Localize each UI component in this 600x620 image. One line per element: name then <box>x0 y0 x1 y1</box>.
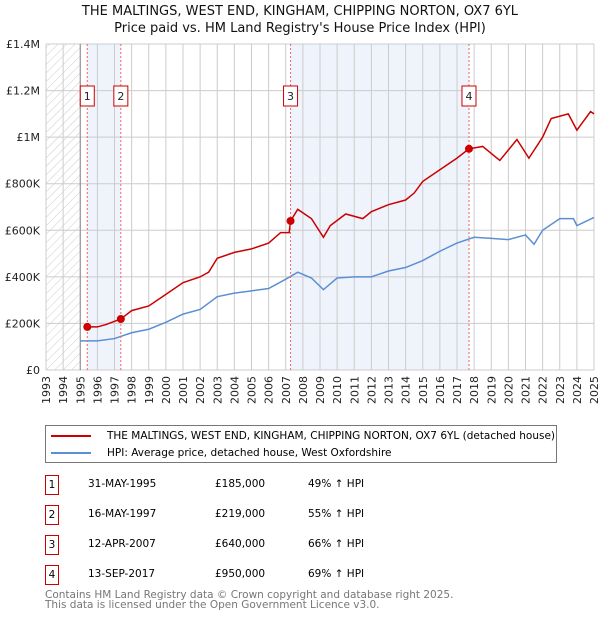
x-tick-label: 2020 <box>502 376 515 404</box>
x-tick-label: 2005 <box>246 376 259 404</box>
y-tick-label: £1M <box>17 131 41 144</box>
x-tick-label: 2000 <box>160 376 173 404</box>
x-tick-label: 2009 <box>314 376 327 404</box>
legend-label: THE MALTINGS, WEST END, KINGHAM, CHIPPIN… <box>107 430 556 442</box>
title-line: THE MALTINGS, WEST END, KINGHAM, CHIPPIN… <box>81 4 519 19</box>
sale-label: 2 <box>117 90 124 103</box>
sale-date: 12-APR-2007 <box>88 538 156 550</box>
sale-point <box>116 315 125 324</box>
legend: THE MALTINGS, WEST END, KINGHAM, CHIPPIN… <box>45 425 557 463</box>
legend-swatch <box>51 435 91 437</box>
x-tick-label: 2004 <box>228 376 241 404</box>
sale-point <box>83 322 92 331</box>
legend-item-hpi: HPI: Average price, detached house, West… <box>46 445 392 461</box>
sale-label: 1 <box>84 90 91 103</box>
x-tick-label: 2014 <box>400 376 413 404</box>
sale-date: 31-MAY-1995 <box>88 478 157 490</box>
footer-line: This data is licensed under the Open Gov… <box>45 599 380 611</box>
footer-line: Contains HM Land Registry data © Crown c… <box>45 589 454 601</box>
x-tick-label: 2011 <box>348 376 361 404</box>
sale-label: 3 <box>287 90 294 103</box>
x-tick-label: 2006 <box>263 376 276 404</box>
x-tick-label: 1996 <box>91 376 104 404</box>
subtitle-line: Price paid vs. HM Land Registry's House … <box>114 21 486 36</box>
x-tick-label: 1998 <box>126 376 139 404</box>
y-tick-label: £400K <box>5 271 41 284</box>
x-tick-label: 2012 <box>365 376 378 404</box>
x-tick-label: 2007 <box>280 376 293 404</box>
sale-price: £219,000 <box>215 508 266 520</box>
x-tick-label: 2002 <box>194 376 207 404</box>
sale-number: 4 <box>45 565 59 585</box>
sale-hpi-diff: 66% ↑ HPI <box>308 538 365 550</box>
sale-hpi-diff: 55% ↑ HPI <box>308 508 365 520</box>
sale-hpi-diff: 49% ↑ HPI <box>308 478 365 490</box>
legend-item-property: THE MALTINGS, WEST END, KINGHAM, CHIPPIN… <box>46 428 555 444</box>
x-tick-label: 2021 <box>520 376 533 404</box>
sale-price: £950,000 <box>215 568 266 580</box>
chart-title: THE MALTINGS, WEST END, KINGHAM, CHIPPIN… <box>0 3 600 37</box>
sale-number: 1 <box>45 475 59 495</box>
x-tick-label: 2023 <box>554 376 567 404</box>
y-tick-label: £1.4M <box>6 38 40 51</box>
sale-hpi-diff: 69% ↑ HPI <box>308 568 365 580</box>
sale-price: £640,000 <box>215 538 266 550</box>
x-tick-label: 2018 <box>468 376 481 404</box>
x-tick-label: 1995 <box>74 376 87 404</box>
x-tick-label: 2015 <box>417 376 430 404</box>
x-tick-label: 2001 <box>177 376 190 404</box>
x-tick-label: 1993 <box>40 376 53 404</box>
x-tick-label: 2016 <box>434 376 447 404</box>
footer: Contains HM Land Registry data © Crown c… <box>45 589 454 611</box>
hpi-line <box>80 216 595 342</box>
sale-number: 2 <box>45 505 59 525</box>
x-tick-label: 2008 <box>297 376 310 404</box>
x-tick-label: 1997 <box>109 376 122 404</box>
x-tick-label: 2024 <box>571 376 584 404</box>
sale-label-box <box>283 85 299 107</box>
sale-date: 13-SEP-2017 <box>88 568 156 580</box>
sale-number: 3 <box>45 535 59 555</box>
sale-point <box>464 144 473 153</box>
x-tick-label: 2013 <box>383 376 396 404</box>
x-tick-label: 2025 <box>588 376 600 404</box>
property-price-line <box>87 110 595 328</box>
sale-label-box <box>461 85 477 107</box>
y-tick-label: £1.2M <box>6 85 40 98</box>
plot-area: 1993 1994 1995 1996 1997 1998 1999 2000 2001 2002… <box>5 38 600 404</box>
y-tick-label: £200K <box>5 317 41 330</box>
y-tick-label: £0 <box>26 364 40 377</box>
x-tick-label: 2003 <box>211 376 224 404</box>
sale-date: 16-MAY-1997 <box>88 508 157 520</box>
x-tick-label: 2019 <box>485 376 498 404</box>
shade-band <box>290 44 469 370</box>
y-tick-label: £800K <box>5 178 41 191</box>
sale-price: £185,000 <box>215 478 266 490</box>
legend-swatch <box>51 452 91 454</box>
x-tick-label: 2017 <box>451 376 464 404</box>
x-tick-label: 2022 <box>537 376 550 404</box>
y-tick-label: £600K <box>5 224 41 237</box>
sale-label-box <box>113 85 129 107</box>
x-tick-label: 1999 <box>143 376 156 404</box>
sale-point <box>286 216 295 225</box>
x-tick-label: 1994 <box>57 376 70 404</box>
x-tick-label: 2010 <box>331 376 344 404</box>
legend-label: HPI: Average price, detached house, West… <box>107 447 392 459</box>
sale-label-box <box>79 85 95 107</box>
sale-label: 4 <box>465 90 472 103</box>
